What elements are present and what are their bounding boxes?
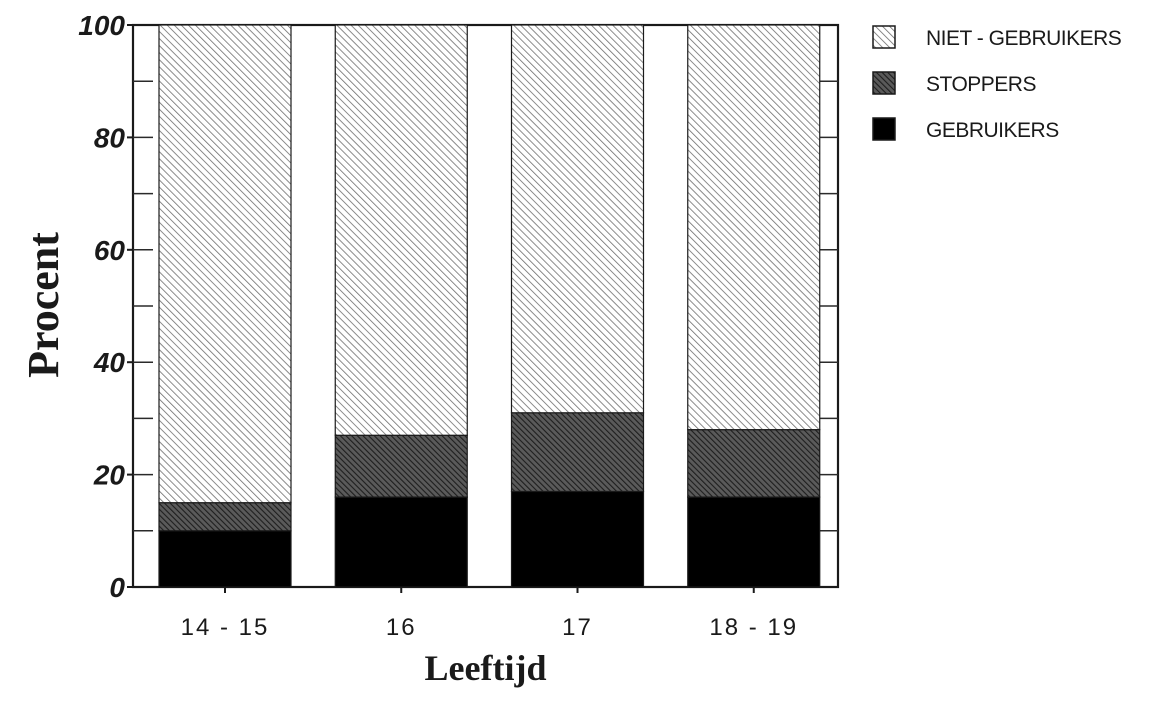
x-tick-label: 17 bbox=[562, 614, 593, 641]
axes-layer bbox=[127, 23, 840, 593]
bar-segment-gebruikers bbox=[158, 530, 292, 588]
bar-segment-niet-gebruikers bbox=[687, 24, 821, 431]
legend-label: GEBRUIKERS bbox=[926, 119, 1059, 142]
bar-segment-stoppers bbox=[510, 412, 645, 493]
y-tick-label: 60 bbox=[94, 235, 126, 266]
legend-label: NIET - GEBRUIKERS bbox=[926, 27, 1122, 50]
bar-segment-stoppers bbox=[687, 429, 821, 498]
x-tick-label: 16 bbox=[386, 614, 417, 641]
x-tick-label: 18 - 19 bbox=[709, 614, 798, 641]
y-tick-label: 80 bbox=[94, 122, 126, 153]
y-tick-label: 0 bbox=[109, 572, 125, 603]
y-axis-title: Procent bbox=[19, 232, 68, 378]
y-tick-label: 40 bbox=[93, 347, 126, 378]
legend-swatch-niet-gebruikers bbox=[872, 25, 896, 49]
legend-label: STOPPERS bbox=[926, 73, 1036, 96]
bar-segment-gebruikers bbox=[510, 490, 645, 588]
y-tick-label: 100 bbox=[78, 10, 125, 41]
y-tick-label: 20 bbox=[93, 460, 126, 491]
x-tick-label: 14 - 15 bbox=[181, 614, 270, 641]
bar-segment-niet-gebruikers bbox=[510, 24, 645, 414]
legend-swatch-stoppers bbox=[872, 71, 896, 95]
text-layer: 0 20 40 60 80 100 14 - 15 16 17 18 - 19 Leeftijd Pr… bbox=[19, 10, 798, 688]
bar-segment-gebruikers bbox=[687, 496, 821, 588]
bar-segment-gebruikers bbox=[334, 496, 468, 588]
bar-segment-stoppers bbox=[158, 502, 292, 532]
bar-segment-stoppers bbox=[334, 434, 468, 498]
bars-layer bbox=[158, 24, 821, 588]
bar-segment-niet-gebruikers bbox=[158, 24, 292, 504]
legend: NIET - GEBRUIKERS STOPPERS GEBRUIKERS bbox=[872, 25, 1122, 142]
x-axis-title: Leeftijd bbox=[425, 648, 547, 688]
bar-segment-niet-gebruikers bbox=[334, 24, 468, 436]
legend-swatch-gebruikers bbox=[872, 117, 896, 141]
